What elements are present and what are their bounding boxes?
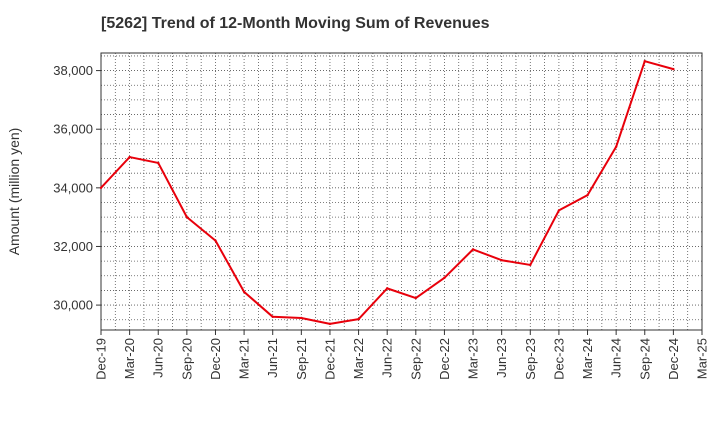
data-point bbox=[214, 239, 217, 242]
y-tick-label: 32,000 bbox=[53, 239, 93, 254]
y-tick-label: 38,000 bbox=[53, 63, 93, 78]
data-point bbox=[557, 209, 561, 212]
x-tick-label: Sep-24 bbox=[637, 338, 652, 380]
x-axis: Dec-19 Mar-20 Jun-20 Sep-20 Dec-20 Mar-21 Jun-… bbox=[94, 330, 710, 380]
data-point bbox=[586, 193, 589, 197]
data-point bbox=[500, 259, 503, 262]
data-point bbox=[414, 296, 418, 300]
y-tick-label: 36,000 bbox=[53, 122, 93, 137]
plot-frame bbox=[100, 52, 703, 331]
y-axis: 30,000 32,000 34,000 36,000 38,000 bbox=[53, 63, 101, 313]
data-point bbox=[443, 276, 446, 280]
data-point bbox=[99, 186, 103, 190]
x-tick-label: Sep-23 bbox=[523, 338, 538, 380]
data-point bbox=[185, 215, 189, 219]
x-tick-label: Dec-20 bbox=[208, 338, 223, 380]
x-tick-label: Mar-20 bbox=[122, 338, 137, 379]
series-layer bbox=[99, 60, 675, 326]
y-axis-label: Amount (million yen) bbox=[6, 128, 22, 256]
x-tick-label: Sep-21 bbox=[294, 338, 309, 380]
data-point bbox=[672, 67, 675, 71]
x-tick-label: Mar-25 bbox=[695, 338, 710, 379]
x-tick-label: Sep-22 bbox=[408, 338, 423, 380]
data-point bbox=[328, 322, 332, 326]
data-point bbox=[157, 161, 160, 165]
x-tick-label: Dec-19 bbox=[94, 338, 109, 380]
data-point bbox=[300, 316, 303, 320]
data-point bbox=[614, 145, 618, 148]
y-tick-label: 30,000 bbox=[53, 298, 93, 313]
x-tick-label: Mar-21 bbox=[237, 338, 252, 379]
data-point bbox=[128, 155, 131, 159]
x-tick-label: Dec-22 bbox=[437, 338, 452, 380]
x-tick-label: Dec-23 bbox=[551, 338, 566, 380]
x-tick-label: Mar-22 bbox=[351, 338, 366, 379]
chart-title: [5262] Trend of 12-Month Moving Sum of R… bbox=[101, 15, 490, 32]
x-tick-label: Jun-22 bbox=[380, 338, 395, 378]
x-tick-label: Jun-21 bbox=[265, 338, 280, 378]
data-point bbox=[529, 263, 532, 267]
x-tick-label: Mar-23 bbox=[466, 338, 481, 379]
grid-layer bbox=[101, 53, 702, 330]
x-tick-label: Dec-21 bbox=[322, 338, 337, 380]
x-tick-label: Sep-20 bbox=[179, 338, 194, 380]
x-tick-label: Mar-24 bbox=[580, 338, 595, 379]
y-tick-label: 34,000 bbox=[53, 180, 93, 195]
data-point bbox=[471, 248, 475, 251]
data-point bbox=[357, 317, 360, 321]
x-tick-label: Jun-24 bbox=[609, 338, 624, 378]
data-point bbox=[643, 60, 646, 63]
data-point bbox=[271, 315, 274, 319]
x-tick-label: Jun-23 bbox=[494, 338, 509, 378]
data-point bbox=[242, 290, 246, 294]
x-tick-label: Dec-24 bbox=[666, 338, 681, 380]
x-tick-label: Jun-20 bbox=[151, 338, 166, 378]
data-point bbox=[385, 287, 389, 290]
